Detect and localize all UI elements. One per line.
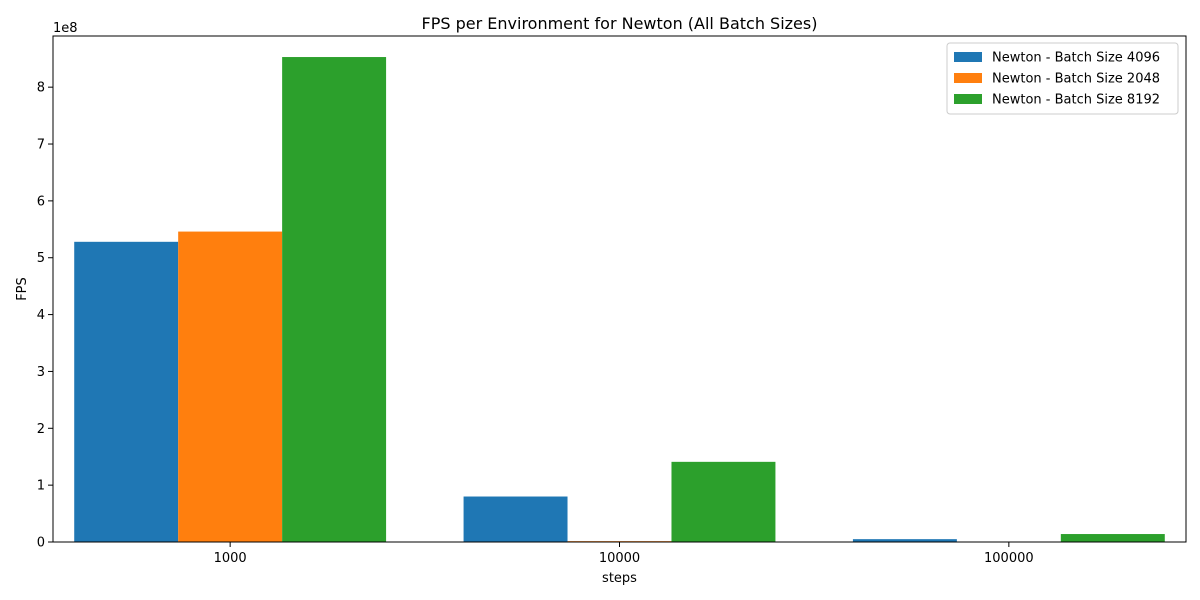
legend-swatch-3	[954, 94, 982, 104]
x-tick-label: 10000	[599, 551, 640, 566]
y-tick-label: 4	[37, 308, 45, 323]
y-axis-offset-label: 1e8	[53, 21, 78, 36]
bar-series-2-1000	[178, 231, 283, 543]
y-tick-label: 2	[37, 422, 45, 437]
legend-swatch-1	[954, 52, 982, 62]
y-tick-label: 7	[37, 138, 45, 153]
y-tick-label: 3	[37, 365, 45, 380]
x-axis-label: steps	[602, 571, 637, 586]
y-axis-label: FPS	[15, 277, 30, 301]
bar-series-1-10000	[463, 496, 568, 542]
y-tick-label: 6	[37, 194, 45, 209]
legend-swatch-2	[954, 73, 982, 83]
y-tick-label: 8	[37, 81, 45, 96]
y-tick-label: 1	[37, 479, 45, 494]
bar-series-1-1000	[74, 241, 179, 543]
legend-frame	[946, 42, 1179, 115]
bar-series-3-100000	[1060, 534, 1165, 542]
legend-label-2: Newton - Batch Size 2048	[992, 72, 1160, 87]
x-tick-label: 100000	[984, 551, 1034, 566]
y-tick-label: 5	[37, 251, 45, 266]
bar-series-3-1000	[282, 57, 387, 543]
x-axis-ticks: 1000 10000 100000	[214, 542, 1034, 566]
y-tick-label: 0	[37, 536, 45, 551]
bar-series-3-10000	[671, 461, 776, 542]
bar-series-1-100000	[852, 539, 957, 542]
legend: Newton - Batch Size 4096 Newton - Batch S…	[946, 42, 1179, 115]
bars-group	[74, 57, 1165, 543]
legend-label-1: Newton - Batch Size 4096	[992, 51, 1160, 66]
chart-title: FPS per Environment for Newton (All Batc…	[422, 14, 818, 33]
x-tick-label: 1000	[214, 551, 247, 566]
y-axis-ticks: 0 1 2 3 4 5 6 7 8	[37, 81, 53, 551]
legend-label-3: Newton - Batch Size 8192	[992, 93, 1160, 108]
